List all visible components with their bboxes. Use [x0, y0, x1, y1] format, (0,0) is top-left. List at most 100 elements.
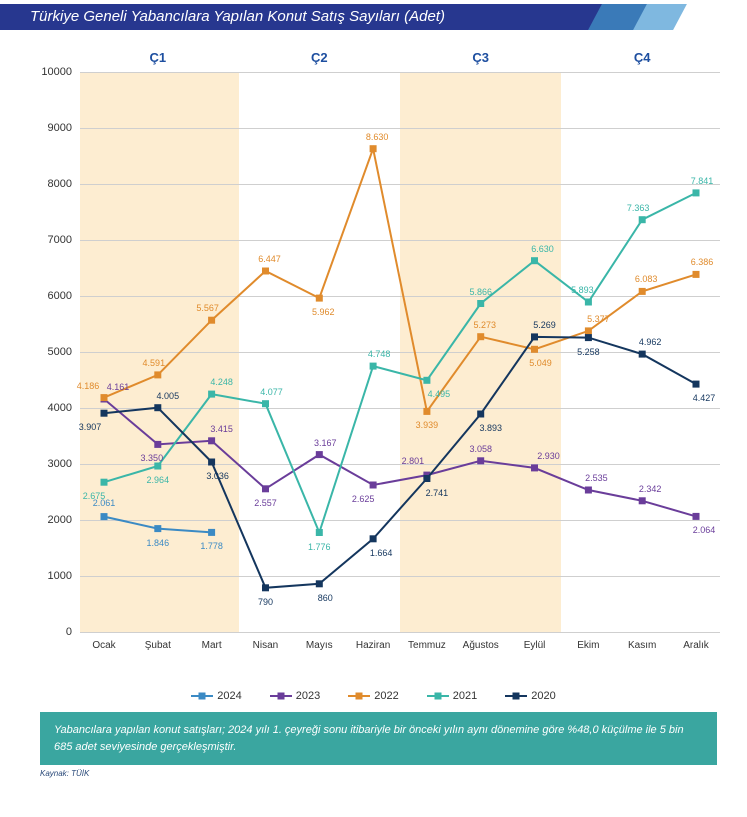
series-marker	[154, 525, 161, 532]
x-tick-label: Eylül	[524, 640, 546, 651]
y-tick-label: 2000	[27, 514, 72, 526]
x-tick-label: Ekim	[577, 640, 599, 651]
x-tick-label: Mart	[202, 640, 222, 651]
series-marker	[370, 145, 377, 152]
series-marker	[370, 363, 377, 370]
series-marker	[585, 487, 592, 494]
quarter-label: Ç3	[401, 50, 561, 65]
quarter-label: Ç2	[239, 50, 399, 65]
series-marker	[208, 459, 215, 466]
x-tick-label: Aralık	[683, 640, 709, 651]
series-marker	[531, 257, 538, 264]
chart-title: Türkiye Geneli Yabancılara Yapılan Konut…	[30, 4, 445, 30]
y-tick-label: 4000	[27, 402, 72, 414]
series-svg	[80, 72, 720, 632]
y-tick-label: 5000	[27, 346, 72, 358]
x-tick-label: Ağustos	[463, 640, 499, 651]
legend-label: 2023	[296, 690, 320, 702]
series-marker	[101, 410, 108, 417]
series-marker	[531, 346, 538, 353]
x-tick-label: Nisan	[253, 640, 279, 651]
series-marker	[262, 268, 269, 275]
y-tick-label: 8000	[27, 178, 72, 190]
quarter-label: Ç1	[78, 50, 238, 65]
series-marker	[154, 441, 161, 448]
series-marker	[262, 400, 269, 407]
series-marker	[477, 411, 484, 418]
series-marker	[316, 451, 323, 458]
x-tick-label: Kasım	[628, 640, 656, 651]
series-marker	[316, 295, 323, 302]
series-marker	[477, 300, 484, 307]
legend-swatch	[191, 695, 213, 697]
series-marker	[370, 535, 377, 542]
series-marker	[423, 408, 430, 415]
series-marker	[423, 475, 430, 482]
series-marker	[101, 479, 108, 486]
series-marker	[154, 404, 161, 411]
series-marker	[316, 580, 323, 587]
legend-swatch	[348, 695, 370, 697]
legend-swatch	[505, 695, 527, 697]
series-marker	[316, 529, 323, 536]
series-line-2021	[104, 193, 696, 533]
series-marker	[208, 529, 215, 536]
x-tick-label: Mayıs	[306, 640, 333, 651]
chart-area: Ç1Ç2Ç3Ç4 0 1000 2000 3000 4000 5000 6000 7000 800…	[20, 42, 740, 682]
x-tick-label: Şubat	[145, 640, 171, 651]
series-marker	[208, 317, 215, 324]
series-marker	[154, 463, 161, 470]
y-tick-label: 0	[27, 626, 72, 638]
series-line-2020	[104, 337, 696, 588]
series-marker	[208, 391, 215, 398]
legend-swatch	[427, 695, 449, 697]
y-tick-label: 6000	[27, 290, 72, 302]
series-marker	[262, 485, 269, 492]
y-tick-label: 3000	[27, 458, 72, 470]
legend-label: 2022	[374, 690, 398, 702]
series-marker	[693, 381, 700, 388]
series-marker	[693, 271, 700, 278]
series-marker	[693, 513, 700, 520]
series-marker	[693, 189, 700, 196]
legend: 2024 2023 2022 2021 2020	[0, 690, 747, 702]
legend-item-2020: 2020	[505, 690, 555, 702]
series-marker	[477, 457, 484, 464]
y-tick-label: 10000	[27, 66, 72, 78]
series-marker	[639, 288, 646, 295]
series-marker	[585, 334, 592, 341]
quarter-label: Ç4	[562, 50, 722, 65]
series-line-2022	[104, 149, 696, 412]
title-band: Türkiye Geneli Yabancılara Yapılan Konut…	[0, 0, 747, 36]
series-marker	[370, 482, 377, 489]
y-tick-label: 7000	[27, 234, 72, 246]
series-marker	[477, 333, 484, 340]
series-marker	[639, 497, 646, 504]
series-marker	[585, 327, 592, 334]
series-line-2023	[104, 399, 696, 516]
series-marker	[585, 299, 592, 306]
caption-box: Yabancılara yapılan konut satışları; 202…	[40, 712, 717, 765]
x-tick-label: Haziran	[356, 640, 390, 651]
x-tick-label: Temmuz	[408, 640, 446, 651]
series-marker	[639, 351, 646, 358]
legend-item-2022: 2022	[348, 690, 398, 702]
legend-label: 2020	[531, 690, 555, 702]
series-marker	[262, 584, 269, 591]
y-tick-label: 1000	[27, 570, 72, 582]
legend-swatch	[270, 695, 292, 697]
gridline	[80, 632, 720, 633]
source-label: Kaynak: TÜİK	[40, 769, 747, 778]
legend-label: 2024	[217, 690, 241, 702]
legend-item-2023: 2023	[270, 690, 320, 702]
y-tick-label: 9000	[27, 122, 72, 134]
legend-label: 2021	[453, 690, 477, 702]
x-tick-label: Ocak	[92, 640, 115, 651]
series-marker	[423, 377, 430, 384]
legend-item-2024: 2024	[191, 690, 241, 702]
plot-area: Ç1Ç2Ç3Ç401000200030004000500060007000800…	[80, 72, 720, 632]
series-marker	[101, 394, 108, 401]
series-marker	[208, 437, 215, 444]
series-marker	[639, 216, 646, 223]
series-marker	[531, 464, 538, 471]
